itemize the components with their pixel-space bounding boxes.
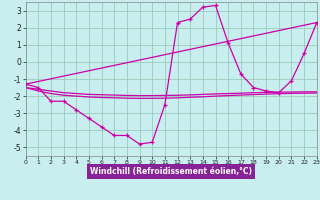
X-axis label: Windchill (Refroidissement éolien,°C): Windchill (Refroidissement éolien,°C) [90,167,252,176]
